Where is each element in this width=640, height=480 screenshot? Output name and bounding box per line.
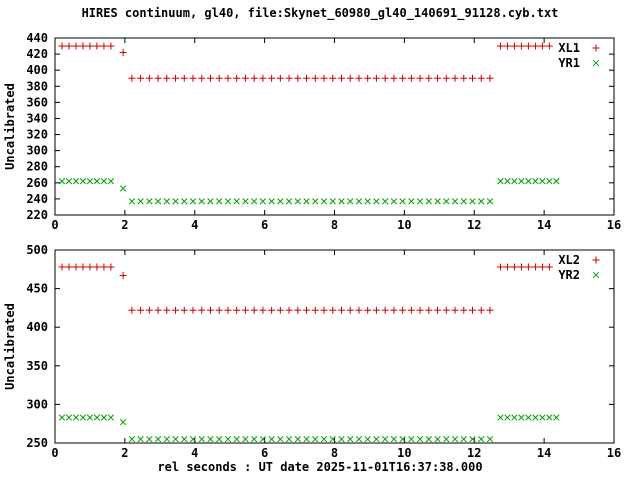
y-tick-label: 440: [26, 31, 48, 45]
x-tick-label: 0: [51, 446, 58, 460]
y-axis-label: Uncalibrated: [3, 83, 17, 170]
legend-label-YR2: YR2: [558, 268, 580, 282]
y-tick-label: 340: [26, 111, 48, 125]
y-tick-label: 220: [26, 208, 48, 222]
y-tick-label: 400: [26, 320, 48, 334]
x-tick-label: 6: [261, 446, 268, 460]
y-axis-label: Uncalibrated: [3, 303, 17, 390]
x-axis-label: rel seconds : UT date 2025-11-01T16:37:3…: [157, 460, 483, 474]
x-tick-label: 16: [607, 218, 621, 232]
x-tick-label: 12: [467, 218, 481, 232]
x-tick-label: 16: [607, 446, 621, 460]
y-tick-label: 500: [26, 243, 48, 257]
y-tick-label: 280: [26, 160, 48, 174]
y-tick-label: 260: [26, 176, 48, 190]
x-tick-label: 14: [537, 218, 551, 232]
series-XL1: [58, 42, 553, 82]
legend-marker-XL1: [592, 44, 600, 52]
legend-marker-YR1: [592, 59, 600, 67]
legend-label-XL1: XL1: [558, 41, 580, 55]
legend-label-XL2: XL2: [558, 253, 580, 267]
x-tick-label: 14: [537, 446, 551, 460]
chart-title: HIRES continuum, gl40, file:Skynet_60980…: [81, 6, 559, 20]
y-tick-label: 360: [26, 95, 48, 109]
legend-marker-YR2: [592, 271, 600, 279]
legend-label-YR1: YR1: [558, 56, 580, 70]
panel-bottom: 0 2 4 6 8 10 12 14 16 250 300 350 400 450 500 Uncalibra…: [3, 243, 621, 460]
x-tick-label: 12: [467, 446, 481, 460]
y-tick-label: 320: [26, 128, 48, 142]
legend-marker-XL2: [592, 256, 600, 264]
x-tick-label: 0: [51, 218, 58, 232]
x-tick-label: 6: [261, 218, 268, 232]
y-tick-label: 380: [26, 79, 48, 93]
y-tick-label: 400: [26, 63, 48, 77]
x-tick-label: 10: [397, 218, 411, 232]
y-tick-label: 450: [26, 282, 48, 296]
x-tick-label: 8: [331, 446, 338, 460]
series-YR2: [58, 414, 560, 443]
series-YR1: [58, 178, 560, 205]
y-tick-label: 420: [26, 47, 48, 61]
panel-top: 0 2 4 6 8 10 12 14 16 220 240 260 280 300 320 340 360 380…: [3, 31, 621, 232]
y-tick-label: 350: [26, 359, 48, 373]
y-tick-label: 300: [26, 397, 48, 411]
x-tick-label: 4: [191, 446, 198, 460]
x-tick-label: 10: [397, 446, 411, 460]
x-tick-label: 4: [191, 218, 198, 232]
x-tick-label: 2: [121, 446, 128, 460]
y-tick-label: 250: [26, 436, 48, 450]
y-tick-label: 300: [26, 144, 48, 158]
series-XL2: [58, 263, 553, 314]
y-tick-label: 240: [26, 192, 48, 206]
x-tick-label: 2: [121, 218, 128, 232]
x-tick-label: 8: [331, 218, 338, 232]
